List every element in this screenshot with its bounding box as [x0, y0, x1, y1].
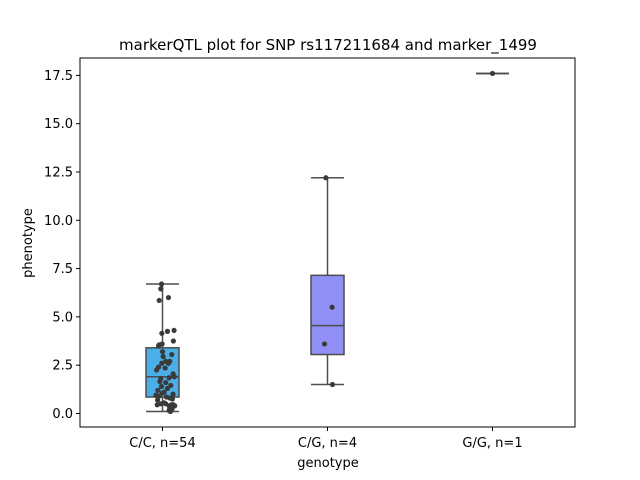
data-point — [155, 343, 162, 349]
box — [310, 274, 345, 356]
data-point — [489, 70, 496, 77]
box-group — [310, 177, 345, 386]
data-point — [160, 353, 166, 360]
data-point — [164, 328, 171, 334]
y-tick-label: 10.0 — [44, 214, 73, 229]
data-point — [154, 397, 161, 403]
chart-title: markerQTL plot for SNP rs117211684 and m… — [119, 36, 537, 55]
data-point — [155, 387, 161, 393]
x-tick-label: C/C, n=54 — [129, 436, 195, 451]
data-point — [166, 375, 172, 381]
y-tick-label: 5.0 — [52, 310, 73, 325]
y-tick-label: 15.0 — [44, 117, 73, 132]
data-point — [323, 175, 329, 181]
data-point — [159, 360, 165, 366]
data-point — [158, 281, 165, 287]
x-tick-label: G/G, n=1 — [462, 436, 522, 451]
data-point — [329, 381, 336, 388]
data-point — [159, 330, 165, 336]
data-point — [321, 341, 328, 347]
data-point — [158, 383, 165, 390]
data-point — [171, 374, 177, 380]
y-tick-label: 0.0 — [52, 407, 73, 422]
x-axis-label: genotype — [297, 456, 358, 471]
data-point — [162, 365, 168, 371]
data-point — [158, 286, 164, 292]
data-point — [169, 351, 175, 358]
data-point — [153, 367, 160, 373]
y-tick-label: 17.5 — [44, 69, 73, 84]
data-point — [165, 294, 172, 301]
plot-area — [145, 70, 509, 415]
data-point — [154, 402, 160, 408]
y-tick-label: 7.5 — [52, 262, 73, 277]
data-point — [169, 396, 175, 402]
y-axis-label: phenotype — [21, 208, 36, 278]
data-point — [170, 338, 176, 344]
data-point — [157, 378, 163, 385]
data-point — [165, 360, 172, 366]
data-point — [171, 327, 177, 334]
x-axis: C/C, n=54 C/G, n=4 G/G, n=1 — [129, 427, 523, 451]
data-point — [329, 304, 335, 310]
y-tick-label: 12.5 — [44, 165, 73, 180]
data-point — [170, 391, 176, 397]
data-point — [167, 408, 174, 415]
data-point — [159, 349, 166, 355]
x-tick-label: C/G, n=4 — [298, 436, 357, 451]
y-tick-label: 2.5 — [52, 359, 73, 374]
data-point — [156, 297, 162, 304]
y-axis: 0.0 2.5 5.0 7.5 10.0 12.5 15.0 17.5 — [44, 69, 80, 422]
data-point — [164, 385, 171, 391]
data-point — [163, 379, 169, 386]
